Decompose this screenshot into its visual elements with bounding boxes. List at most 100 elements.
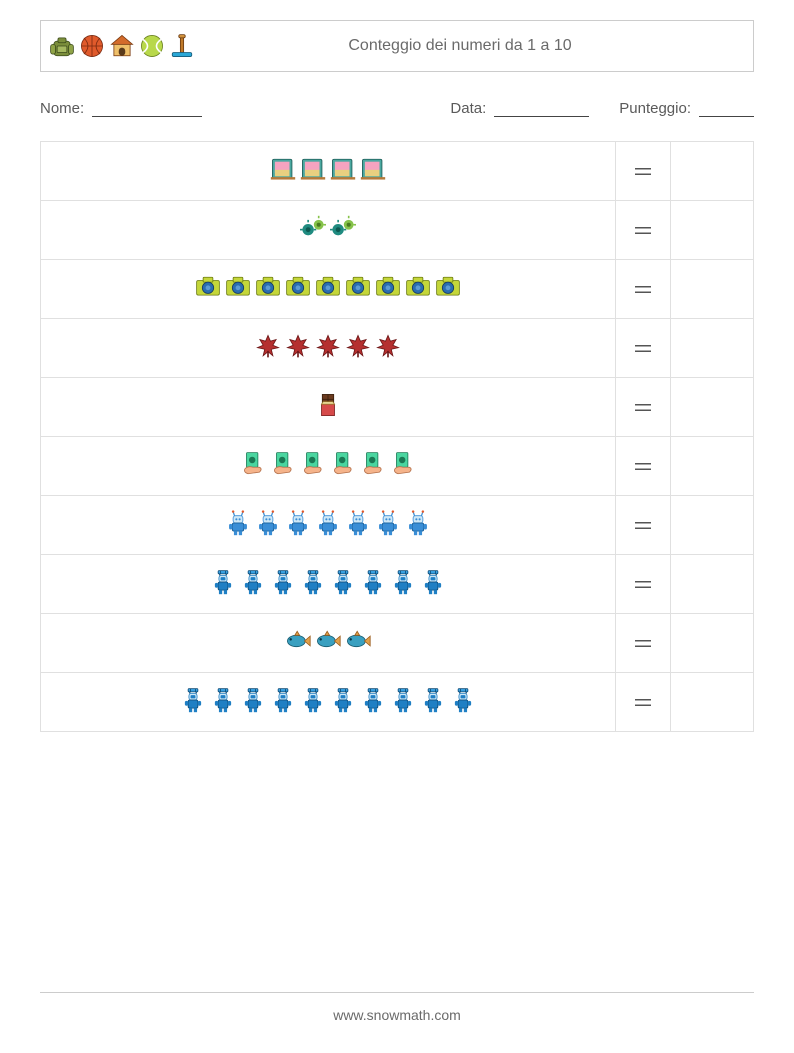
counting-icons-cell bbox=[41, 614, 616, 673]
camera-icon bbox=[345, 274, 371, 300]
equals-symbol: ＝ bbox=[616, 555, 671, 614]
worksheet-header: Conteggio dei numeri da 1 a 10 bbox=[40, 20, 754, 72]
answer-blank[interactable] bbox=[671, 260, 754, 319]
robot-antenna-icon bbox=[405, 510, 431, 536]
diver-icon bbox=[330, 569, 356, 595]
answer-blank[interactable] bbox=[671, 201, 754, 260]
counting-icons-cell bbox=[41, 319, 616, 378]
date-label: Data: bbox=[450, 100, 486, 117]
chocolate-icon bbox=[315, 392, 341, 418]
diver-icon bbox=[300, 569, 326, 595]
diver-icon bbox=[330, 687, 356, 713]
equals-symbol: ＝ bbox=[616, 378, 671, 437]
maple-leaf-icon bbox=[315, 333, 341, 359]
worksheet-title: Conteggio dei numeri da 1 a 10 bbox=[195, 37, 745, 55]
maple-leaf-icon bbox=[285, 333, 311, 359]
camera-icon bbox=[225, 274, 251, 300]
student-info-line: Nome: Data: Punteggio: bbox=[40, 100, 754, 117]
answer-blank[interactable] bbox=[671, 496, 754, 555]
money-hand-icon bbox=[390, 451, 416, 477]
table-row: ＝ bbox=[41, 555, 754, 614]
answer-blank[interactable] bbox=[671, 673, 754, 732]
robot-antenna-icon bbox=[255, 510, 281, 536]
table-row: ＝ bbox=[41, 201, 754, 260]
money-hand-icon bbox=[300, 451, 326, 477]
virus-pair-icon bbox=[330, 215, 356, 241]
table-row: ＝ bbox=[41, 142, 754, 201]
diver-icon bbox=[210, 687, 236, 713]
equals-symbol: ＝ bbox=[616, 201, 671, 260]
answer-blank[interactable] bbox=[671, 319, 754, 378]
diver-icon bbox=[450, 687, 476, 713]
diver-icon bbox=[360, 569, 386, 595]
table-row: ＝ bbox=[41, 378, 754, 437]
name-blank[interactable] bbox=[92, 100, 202, 117]
fish-icon bbox=[285, 628, 311, 654]
skate-icon bbox=[169, 33, 195, 59]
maple-leaf-icon bbox=[255, 333, 281, 359]
answer-blank[interactable] bbox=[671, 614, 754, 673]
diver-icon bbox=[180, 687, 206, 713]
counting-table: ＝＝＝＝＝＝＝＝＝＝ bbox=[40, 141, 754, 732]
equals-symbol: ＝ bbox=[616, 319, 671, 378]
score-label: Punteggio: bbox=[619, 100, 691, 117]
table-row: ＝ bbox=[41, 260, 754, 319]
equals-symbol: ＝ bbox=[616, 142, 671, 201]
score-blank[interactable] bbox=[699, 100, 754, 117]
camera-icon bbox=[375, 274, 401, 300]
footer-url: www.snowmath.com bbox=[0, 1007, 794, 1023]
maple-leaf-icon bbox=[345, 333, 371, 359]
diver-icon bbox=[390, 687, 416, 713]
name-label: Nome: bbox=[40, 100, 84, 117]
robot-antenna-icon bbox=[225, 510, 251, 536]
diver-icon bbox=[300, 687, 326, 713]
camera-icon bbox=[285, 274, 311, 300]
money-hand-icon bbox=[360, 451, 386, 477]
diver-icon bbox=[420, 687, 446, 713]
backpack-icon bbox=[49, 33, 75, 59]
counting-icons-cell bbox=[41, 437, 616, 496]
answer-blank[interactable] bbox=[671, 555, 754, 614]
money-hand-icon bbox=[270, 451, 296, 477]
camera-icon bbox=[195, 274, 221, 300]
photo-frame-icon bbox=[300, 156, 326, 182]
diver-icon bbox=[240, 569, 266, 595]
equals-symbol: ＝ bbox=[616, 437, 671, 496]
table-row: ＝ bbox=[41, 437, 754, 496]
diver-icon bbox=[210, 569, 236, 595]
counting-icons-cell bbox=[41, 201, 616, 260]
diver-icon bbox=[240, 687, 266, 713]
robot-antenna-icon bbox=[315, 510, 341, 536]
date-blank[interactable] bbox=[494, 100, 589, 117]
camera-icon bbox=[435, 274, 461, 300]
photo-frame-icon bbox=[360, 156, 386, 182]
counting-icons-cell bbox=[41, 378, 616, 437]
equals-symbol: ＝ bbox=[616, 614, 671, 673]
fish-icon bbox=[345, 628, 371, 654]
table-row: ＝ bbox=[41, 673, 754, 732]
counting-icons-cell bbox=[41, 673, 616, 732]
equals-symbol: ＝ bbox=[616, 260, 671, 319]
photo-frame-icon bbox=[270, 156, 296, 182]
fish-icon bbox=[315, 628, 341, 654]
money-hand-icon bbox=[240, 451, 266, 477]
counting-icons-cell bbox=[41, 142, 616, 201]
answer-blank[interactable] bbox=[671, 142, 754, 201]
camera-icon bbox=[315, 274, 341, 300]
equals-symbol: ＝ bbox=[616, 496, 671, 555]
doghouse-icon bbox=[109, 33, 135, 59]
table-row: ＝ bbox=[41, 319, 754, 378]
robot-antenna-icon bbox=[345, 510, 371, 536]
answer-blank[interactable] bbox=[671, 378, 754, 437]
maple-leaf-icon bbox=[375, 333, 401, 359]
counting-icons-cell bbox=[41, 260, 616, 319]
diver-icon bbox=[360, 687, 386, 713]
answer-blank[interactable] bbox=[671, 437, 754, 496]
counting-icons-cell bbox=[41, 496, 616, 555]
table-row: ＝ bbox=[41, 496, 754, 555]
diver-icon bbox=[390, 569, 416, 595]
robot-antenna-icon bbox=[375, 510, 401, 536]
basketball-icon bbox=[79, 33, 105, 59]
camera-icon bbox=[255, 274, 281, 300]
table-row: ＝ bbox=[41, 614, 754, 673]
